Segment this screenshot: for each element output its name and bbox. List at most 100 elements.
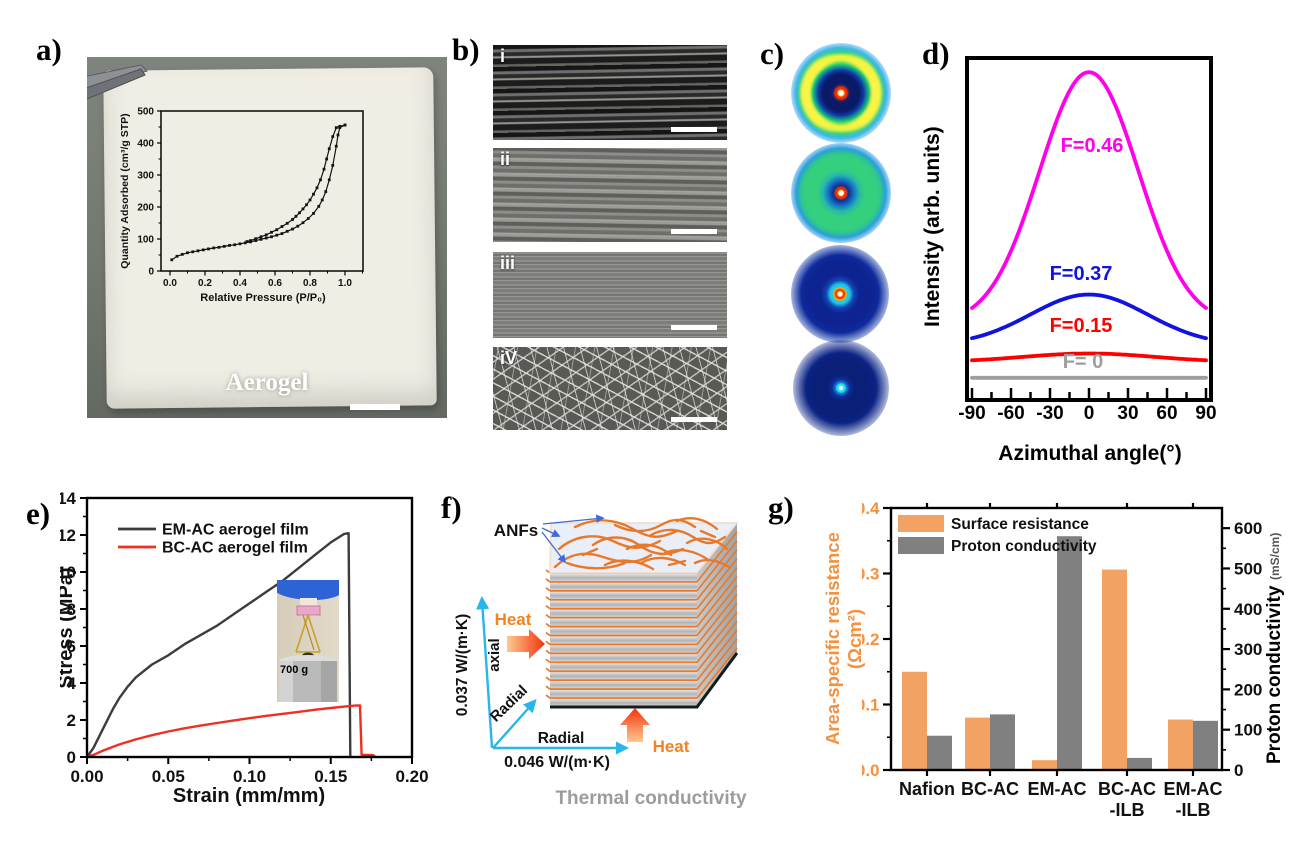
plot-frame bbox=[85, 496, 414, 759]
data-series bbox=[85, 532, 352, 759]
heat-label-bottom: Heat bbox=[653, 737, 690, 756]
data-marker bbox=[315, 186, 319, 190]
data-marker bbox=[254, 239, 258, 242]
sem-image-label: iii bbox=[500, 253, 516, 273]
tick-label: 14 bbox=[60, 489, 77, 508]
tick-label: 0.15 bbox=[314, 767, 347, 786]
sem-image-ii: ii bbox=[493, 148, 727, 242]
tick-label: 400 bbox=[137, 139, 154, 150]
data-series bbox=[970, 292, 1208, 341]
layer-line-side bbox=[696, 549, 738, 601]
aerogel-photo: 0.0 0.2 0.4 0.6 0.8 1.0 0 100 200 300 400 500 Relati… bbox=[87, 57, 447, 418]
legend-label: BC-AC aerogel film bbox=[162, 540, 308, 557]
bar-surface-resistance bbox=[902, 671, 927, 770]
x-axis-label: Strain (mm/mm) bbox=[173, 785, 325, 807]
data-marker bbox=[245, 240, 249, 243]
x-tick-label: 90 bbox=[1195, 403, 1217, 424]
x-axis-label: Relative Pressure (P/P₀) bbox=[200, 292, 326, 304]
scale-bar bbox=[671, 325, 717, 330]
layer-slab bbox=[550, 689, 697, 699]
bar-proton-conductivity bbox=[990, 714, 1015, 770]
saxs-pattern-4 bbox=[793, 340, 889, 436]
layer-slab bbox=[550, 608, 697, 618]
tick-label: 0 bbox=[1234, 761, 1243, 780]
layer-slab bbox=[550, 644, 697, 654]
azimuthal-intensity-chart: F=0.46 F=0.37 F=0.15 F= 0 bbox=[965, 56, 1213, 402]
tick-label: 10 bbox=[60, 563, 76, 582]
data-marker bbox=[180, 252, 184, 256]
layer-line-side bbox=[696, 540, 738, 592]
stack-layers bbox=[545, 522, 738, 708]
series-label: F= 0 bbox=[1063, 351, 1104, 373]
radial-diagonal-label: Radial bbox=[487, 682, 531, 725]
tick-label: 0.1 bbox=[862, 696, 880, 715]
layer-line-side bbox=[696, 638, 738, 690]
layer-slab bbox=[550, 590, 697, 600]
plot-frame bbox=[965, 56, 1213, 402]
tick-label: 0.0 bbox=[862, 761, 880, 780]
d-y-axis-label: Intensity (arb. units) bbox=[921, 126, 944, 328]
data-marker bbox=[324, 190, 328, 194]
layer-tab bbox=[545, 640, 551, 646]
tick-label: 0 bbox=[67, 748, 76, 767]
layer-line-side bbox=[696, 567, 738, 619]
data-marker bbox=[280, 232, 284, 235]
photo-caption: Aerogel bbox=[225, 369, 309, 396]
tick-label: 0 bbox=[148, 267, 154, 278]
tick-label: 2 bbox=[67, 711, 76, 730]
tick-label: 0.4 bbox=[862, 500, 880, 518]
thermal-conductivity-schematic: ANFs 0.037 W/(m·K) axial Radial Radial 0… bbox=[455, 514, 739, 771]
category-label: BC-AC bbox=[961, 779, 1019, 799]
tick-label: 500 bbox=[1234, 559, 1262, 578]
tick-label: 0.2 bbox=[198, 278, 212, 289]
data-marker bbox=[298, 211, 301, 215]
data-marker bbox=[201, 248, 205, 252]
data-marker bbox=[196, 249, 200, 253]
data-series bbox=[970, 70, 1208, 310]
bar-surface-resistance bbox=[965, 717, 990, 770]
g-left-axis-label: Area-specific resistance (Ωcm²) bbox=[822, 532, 865, 746]
sem-image-label: iV bbox=[500, 348, 518, 368]
layer-slab bbox=[550, 635, 697, 645]
data-marker bbox=[259, 235, 263, 239]
stack-bottom-edge bbox=[550, 652, 739, 709]
data-marker bbox=[334, 144, 338, 148]
heat-label-left: Heat bbox=[495, 610, 532, 629]
data-marker bbox=[170, 258, 174, 262]
data-marker bbox=[243, 241, 247, 245]
data-marker bbox=[319, 178, 322, 182]
axial-value-label: 0.037 W/(m·K) bbox=[455, 614, 471, 717]
tick-label: 300 bbox=[1234, 640, 1262, 659]
x-tick-label: -90 bbox=[958, 403, 986, 424]
glove bbox=[277, 580, 339, 600]
layer-slab bbox=[550, 662, 697, 672]
tick-label: 0.3 bbox=[862, 565, 880, 584]
data-marker bbox=[186, 251, 189, 255]
data-marker bbox=[291, 218, 294, 221]
tick-label: 4 bbox=[67, 674, 77, 693]
panel-label-d: d) bbox=[922, 36, 950, 71]
legend-label: Proton conductivity bbox=[951, 538, 1097, 555]
heat-arrow-bottom bbox=[620, 708, 650, 742]
weight-label: 700 g bbox=[280, 664, 309, 676]
data-marker bbox=[217, 245, 221, 249]
data-marker bbox=[259, 237, 263, 241]
data-marker bbox=[228, 244, 231, 247]
data-marker bbox=[254, 237, 258, 241]
data-marker bbox=[270, 230, 273, 234]
data-marker bbox=[191, 250, 195, 254]
layer-slab bbox=[550, 680, 697, 690]
data-marker bbox=[207, 247, 210, 251]
panel-label-b: b) bbox=[452, 32, 480, 67]
layer-line-side bbox=[696, 558, 738, 610]
data-marker bbox=[238, 242, 242, 246]
layer-tab bbox=[545, 578, 551, 583]
g-right-axis-label: Proton conductivity (mS/cm) bbox=[1260, 498, 1290, 798]
tick-label: 200 bbox=[137, 203, 154, 214]
layer-slab bbox=[550, 617, 697, 627]
bar-proton-conductivity bbox=[927, 735, 952, 770]
tick-label: 200 bbox=[1234, 680, 1262, 699]
panel-label-g: g) bbox=[768, 490, 794, 525]
data-marker bbox=[296, 224, 300, 228]
data-marker bbox=[233, 243, 237, 247]
